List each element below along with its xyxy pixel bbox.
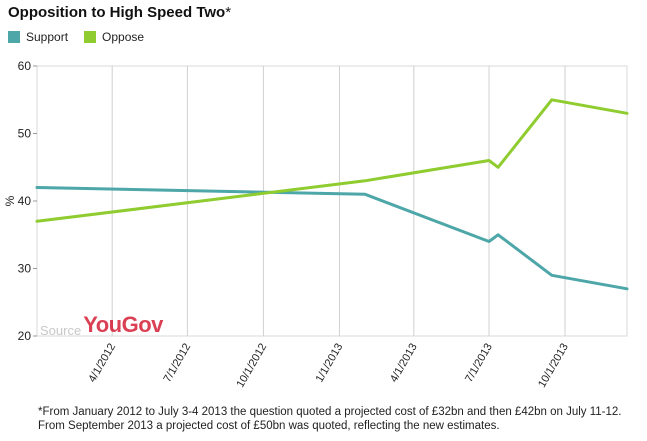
series-line-support <box>35 186 629 291</box>
legend-swatch-support <box>8 31 20 43</box>
legend-swatch-oppose <box>84 31 97 43</box>
x-tick-label: 4/1/2012 <box>86 341 118 384</box>
title-footnote-mark: * <box>225 4 232 21</box>
y-axis-label: % <box>3 195 17 206</box>
y-tick-label: 50 <box>18 127 32 141</box>
y-tick-label: 20 <box>18 329 32 343</box>
plot-area <box>36 65 628 337</box>
y-tick-label: 40 <box>18 194 32 208</box>
y-tick-label: 60 <box>18 59 32 73</box>
source-watermark: Source YouGov <box>40 312 163 338</box>
chart-legend: Support Oppose <box>8 30 144 44</box>
source-label: Source <box>40 323 82 338</box>
chart-title-text: Opposition to High Speed Two <box>8 4 226 21</box>
x-tick-label: 10/1/2012 <box>234 341 269 389</box>
legend-label-support: Support <box>26 30 69 44</box>
series-line-oppose <box>35 98 629 223</box>
x-tick-label: 7/1/2012 <box>162 341 194 384</box>
x-tick-label: 10/1/2013 <box>536 341 571 389</box>
legend-label-oppose: Oppose <box>102 30 145 44</box>
chart-title: Opposition to High Speed Two* <box>8 4 231 21</box>
legend-item-support: Support <box>8 30 68 44</box>
x-tick-label: 4/1/2013 <box>388 341 420 384</box>
footnote: *From January 2012 to July 3-4 2013 the … <box>38 406 622 432</box>
x-tick-label: 1/1/2013 <box>314 341 346 384</box>
yougov-logo: YouGov <box>83 312 163 337</box>
x-tick-label: 7/1/2013 <box>463 341 495 384</box>
y-tick-label: 30 <box>18 262 32 276</box>
legend-item-oppose: Oppose <box>84 30 144 44</box>
